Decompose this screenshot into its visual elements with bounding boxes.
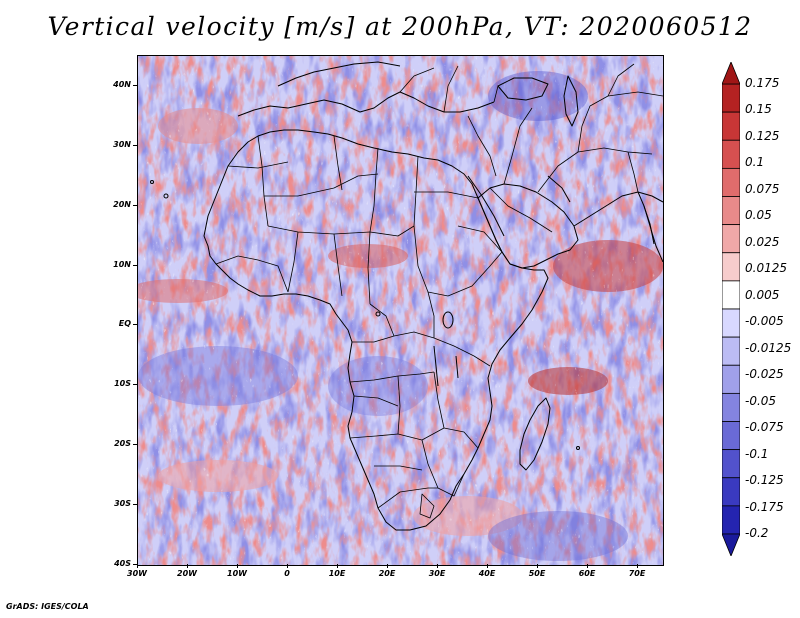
- lat-tick-label: 20S: [114, 439, 131, 449]
- colorbar-level-label: -0.0125: [745, 340, 792, 355]
- lat-tick-label: 20N: [113, 199, 131, 209]
- colorbar-level-label: 0.025: [745, 234, 780, 249]
- colorbar-level-label: 0.05: [745, 208, 772, 223]
- lon-tick-mark: [237, 564, 238, 568]
- colorbar-level-label: 0.005: [745, 287, 780, 302]
- map-panel: [137, 55, 664, 566]
- lat-tick-label: 10N: [113, 259, 131, 269]
- lon-tick-mark: [437, 564, 438, 568]
- colorbar-level-label: -0.075: [745, 420, 784, 435]
- lon-tick-mark: [387, 564, 388, 568]
- lat-tick-label: 10S: [114, 379, 131, 389]
- vertical-velocity-map: [138, 56, 663, 565]
- colorbar-level-label: 0.125: [745, 128, 780, 143]
- colorbar-band: [722, 505, 740, 535]
- colorbar-level-label: -0.05: [745, 393, 777, 408]
- lat-tick-mark: [133, 444, 137, 446]
- lat-tick-label: 40S: [114, 559, 131, 568]
- lon-tick-mark: [187, 564, 188, 568]
- colorbar-band: [722, 224, 740, 254]
- contour-speckle: [138, 56, 663, 565]
- lon-tick-label: 20E: [378, 569, 396, 578]
- colorbar-level-label: 0.15: [745, 102, 772, 117]
- lat-tick-mark: [133, 144, 137, 146]
- lon-tick-label: 0: [284, 569, 290, 578]
- colorbar-level-label: -0.125: [745, 473, 784, 488]
- colorbar-level-label: -0.1: [745, 446, 769, 461]
- colorbar-level-label: 0.175: [745, 76, 780, 90]
- lat-tick-label: 30S: [114, 499, 131, 509]
- lat-tick-mark: [133, 384, 137, 386]
- lat-tick-mark: [133, 264, 137, 266]
- colorbar-band: [722, 364, 740, 394]
- lon-tick-mark: [137, 564, 138, 568]
- colorbar-level-label: -0.2: [745, 526, 769, 540]
- lat-tick-mark: [133, 564, 137, 565]
- coastlines: [150, 61, 663, 531]
- lat-tick-mark: [133, 504, 137, 506]
- colorbar-band: [722, 167, 740, 197]
- lon-tick-mark: [537, 564, 538, 568]
- colorbar-level-label: 0.0125: [745, 261, 787, 276]
- colorbar-band: [722, 449, 740, 479]
- colorbar-band: [722, 252, 740, 282]
- lat-tick-mark: [133, 324, 137, 326]
- colorbar-band: [722, 196, 740, 226]
- colorbar-band: [722, 392, 740, 422]
- lon-tick-label: 10E: [328, 569, 346, 578]
- colorbar-level-label: 0.075: [745, 181, 780, 196]
- lat-tick-mark: [133, 204, 137, 206]
- colorbar-band: [722, 280, 740, 310]
- colorbar-band: [722, 421, 740, 451]
- lon-tick-label: 60E: [578, 569, 596, 578]
- lon-tick-label: 50E: [528, 569, 546, 578]
- colorbar-band: [722, 336, 740, 366]
- lon-tick-label: 70E: [628, 569, 646, 578]
- lon-tick-label: 20W: [177, 569, 197, 578]
- colorbar-level-label: 0.1: [745, 155, 765, 170]
- page-title: Vertical velocity [m/s] at 200hPa, VT: 2…: [47, 12, 753, 41]
- lon-tick-label: 30W: [127, 569, 147, 578]
- lon-tick-mark: [487, 564, 488, 568]
- lat-tick-label: 40N: [113, 79, 131, 89]
- colorbar-band: [722, 111, 740, 141]
- colorbar-band: [722, 308, 740, 338]
- credit-label: GrADS: IGES/COLA: [6, 602, 89, 611]
- colorbar-band: [722, 83, 740, 113]
- colorbar-band: [722, 477, 740, 507]
- lon-tick-label: 30E: [428, 569, 446, 578]
- colorbar-top-arrow: [722, 62, 740, 85]
- lon-tick-mark: [287, 564, 288, 568]
- lon-tick-mark: [637, 564, 638, 568]
- lon-tick-label: 10W: [227, 569, 247, 578]
- lat-tick-mark: [133, 84, 137, 86]
- country-borders: [215, 63, 663, 519]
- lat-tick-label: 30N: [113, 139, 131, 149]
- colorbar-level-label: -0.175: [745, 499, 784, 514]
- lon-tick-mark: [587, 564, 588, 568]
- lon-tick-mark: [337, 564, 338, 568]
- colorbar-bottom-arrow: [722, 533, 740, 556]
- colorbar-level-label: -0.025: [745, 367, 784, 382]
- colorbar-band: [722, 139, 740, 169]
- colorbar: [722, 62, 740, 556]
- lon-tick-label: 40E: [478, 569, 496, 578]
- lat-tick-label: EQ: [118, 319, 131, 329]
- colorbar-level-label: -0.005: [745, 314, 784, 329]
